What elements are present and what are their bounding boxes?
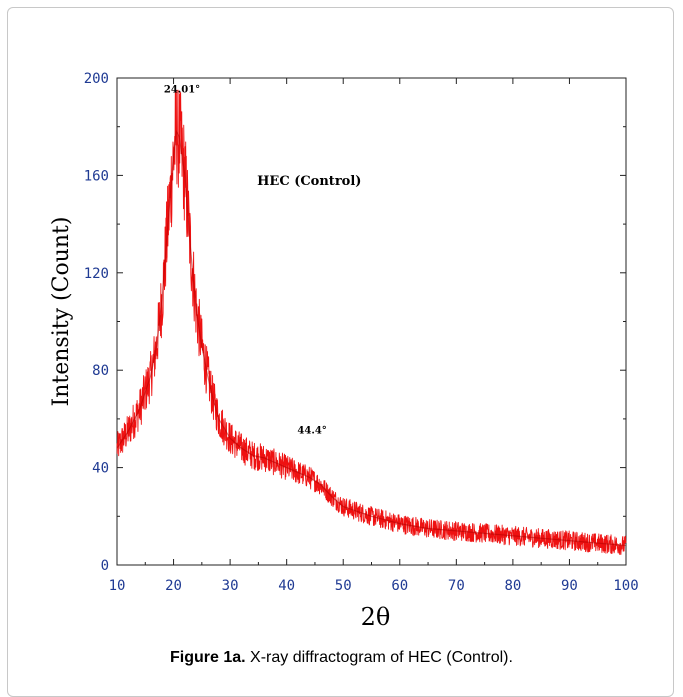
x-axis-label: 2θ bbox=[361, 603, 391, 631]
x-tick-label: 20 bbox=[165, 578, 182, 594]
figure-caption-text: X-ray diffractogram of HEC (Control). bbox=[245, 649, 513, 666]
chart-labels: 10 20 30 40 50 60 70 80 90 100 0 40 80 120 160 200 2θ Int… bbox=[49, 71, 639, 631]
figure-frame bbox=[7, 7, 674, 697]
y-tick-label: 200 bbox=[84, 71, 109, 87]
y-tick-label: 120 bbox=[84, 266, 109, 282]
noisy-trace bbox=[116, 89, 627, 555]
diffractogram-trace bbox=[116, 89, 627, 555]
x-tick-label: 100 bbox=[613, 578, 638, 594]
figure-caption: Figure 1a. X-ray diffractogram of HEC (C… bbox=[0, 649, 683, 667]
series-line bbox=[116, 129, 627, 547]
y-tick-label: 40 bbox=[92, 461, 109, 477]
x-tick-label: 10 bbox=[109, 578, 126, 594]
y-tick-label: 160 bbox=[84, 168, 109, 184]
chart-axes bbox=[116, 77, 627, 566]
y-axis-label: Intensity (Count) bbox=[49, 217, 74, 407]
x-tick-label: 80 bbox=[504, 578, 521, 594]
y-tick-label: 0 bbox=[101, 558, 109, 574]
peak-annotation: 44.4° bbox=[297, 426, 326, 437]
x-tick-label: 50 bbox=[335, 578, 352, 594]
x-tick-label: 30 bbox=[222, 578, 239, 594]
figure-caption-label: Figure 1a. bbox=[170, 649, 246, 666]
xrd-chart: 10 20 30 40 50 60 70 80 90 100 0 40 80 120 160 200 2θ Int… bbox=[49, 71, 639, 631]
x-tick-label: 90 bbox=[561, 578, 578, 594]
peak-annotation: 24.01° bbox=[164, 85, 200, 96]
plot-frame bbox=[116, 77, 627, 566]
x-tick-label: 60 bbox=[391, 578, 408, 594]
y-tick-label: 80 bbox=[92, 363, 109, 379]
x-tick-label: 70 bbox=[448, 578, 465, 594]
sample-label: HEC (Control) bbox=[257, 174, 361, 189]
x-tick-label: 40 bbox=[278, 578, 295, 594]
